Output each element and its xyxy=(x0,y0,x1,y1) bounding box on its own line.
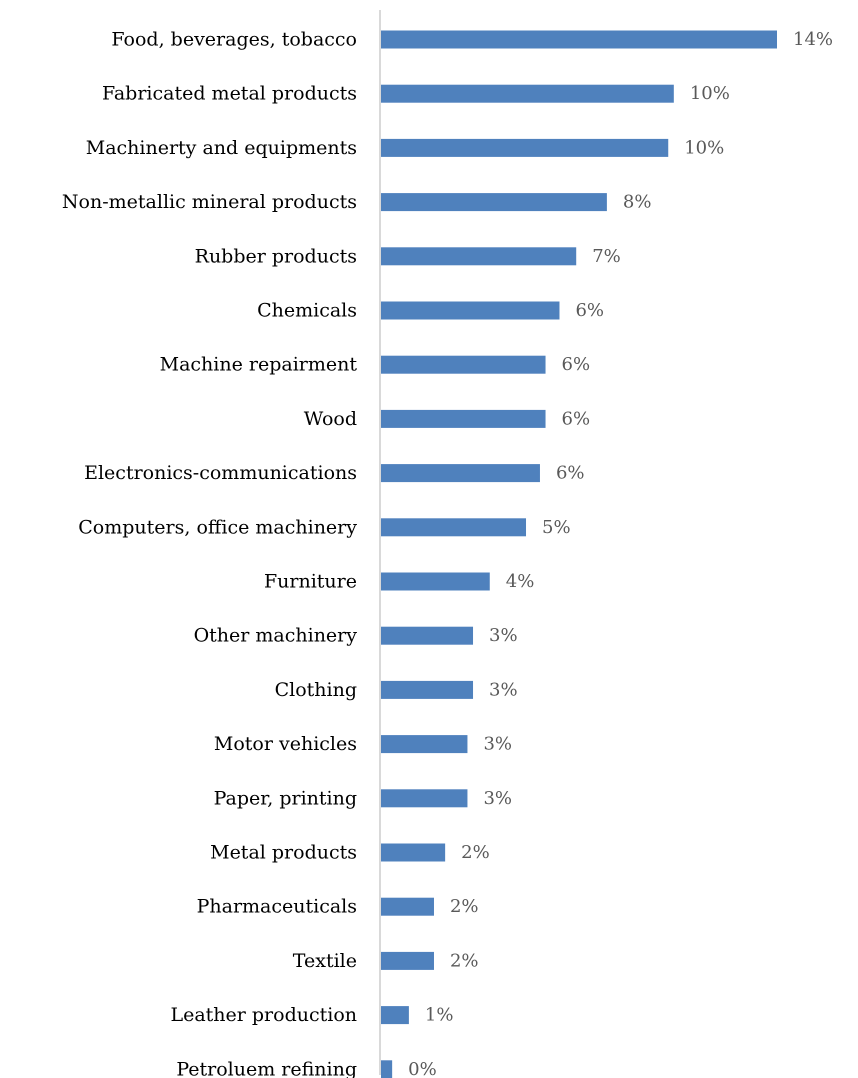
bar xyxy=(381,355,546,374)
bar xyxy=(381,138,669,157)
bar xyxy=(381,897,434,916)
bar xyxy=(381,1006,409,1025)
category-label: Computers, office machinery xyxy=(78,516,357,538)
bar xyxy=(381,843,446,862)
category-label: Food, beverages, tobacco xyxy=(111,29,357,51)
data-label: 10% xyxy=(690,83,730,104)
data-label: 6% xyxy=(575,300,604,321)
category-label: Other machinery xyxy=(194,625,358,647)
data-label: 3% xyxy=(489,679,518,700)
category-label: Textile xyxy=(293,950,357,972)
data-label: 2% xyxy=(461,842,490,863)
category-label: Machinerty and equipments xyxy=(86,137,357,159)
data-label: 8% xyxy=(623,192,652,213)
data-label: 4% xyxy=(506,571,535,592)
category-label: Leather production xyxy=(170,1004,357,1026)
bar xyxy=(381,572,490,591)
bars-group xyxy=(381,30,777,1078)
category-label: Machine repairment xyxy=(160,354,358,376)
bar xyxy=(381,30,777,49)
data-label: 3% xyxy=(483,788,512,809)
data-label: 2% xyxy=(450,896,479,917)
bar xyxy=(381,301,560,320)
category-label: Motor vehicles xyxy=(214,733,357,755)
bar xyxy=(381,1060,393,1078)
category-label: Non-metallic mineral products xyxy=(62,191,357,213)
bar xyxy=(381,951,434,970)
bar xyxy=(381,84,674,103)
bar xyxy=(381,247,577,266)
bar xyxy=(381,464,540,483)
data-label: 1% xyxy=(425,1005,454,1026)
data-labels-group: 14% 10% 10% 8% 7% 6% 6% 6% 6% 5% 4% 3% 3% 3% 3% 2% 2% 2% 1… xyxy=(408,29,833,1078)
data-label: 7% xyxy=(592,246,621,267)
bar xyxy=(381,735,468,754)
category-label: Furniture xyxy=(264,571,357,593)
category-label: Chemicals xyxy=(257,300,357,322)
data-label: 2% xyxy=(450,950,479,971)
data-label: 14% xyxy=(793,29,833,50)
data-label: 6% xyxy=(562,408,591,429)
bar xyxy=(381,193,607,212)
category-label: Wood xyxy=(304,408,357,430)
category-label: Petroluem refining xyxy=(176,1058,357,1078)
bar xyxy=(381,789,468,808)
data-label: 0% xyxy=(408,1059,437,1078)
bar xyxy=(381,409,546,428)
data-label: 5% xyxy=(542,517,571,538)
data-label: 6% xyxy=(562,354,591,375)
category-label: Rubber products xyxy=(195,245,357,267)
category-label: Pharmaceuticals xyxy=(197,896,357,918)
category-labels-group: Food, beverages, tobacco Fabricated metal… xyxy=(62,29,357,1078)
category-label: Electronics-communications xyxy=(84,462,357,484)
bar xyxy=(381,680,474,699)
category-label: Clothing xyxy=(275,679,357,701)
data-label: 3% xyxy=(483,734,512,755)
category-label: Metal products xyxy=(210,842,357,864)
category-label: Paper, printing xyxy=(214,787,357,809)
bar xyxy=(381,626,474,645)
data-label: 6% xyxy=(556,463,585,484)
data-label: 10% xyxy=(684,137,724,158)
data-label: 3% xyxy=(489,625,518,646)
bar xyxy=(381,518,527,537)
category-label: Fabricated metal products xyxy=(102,83,357,105)
